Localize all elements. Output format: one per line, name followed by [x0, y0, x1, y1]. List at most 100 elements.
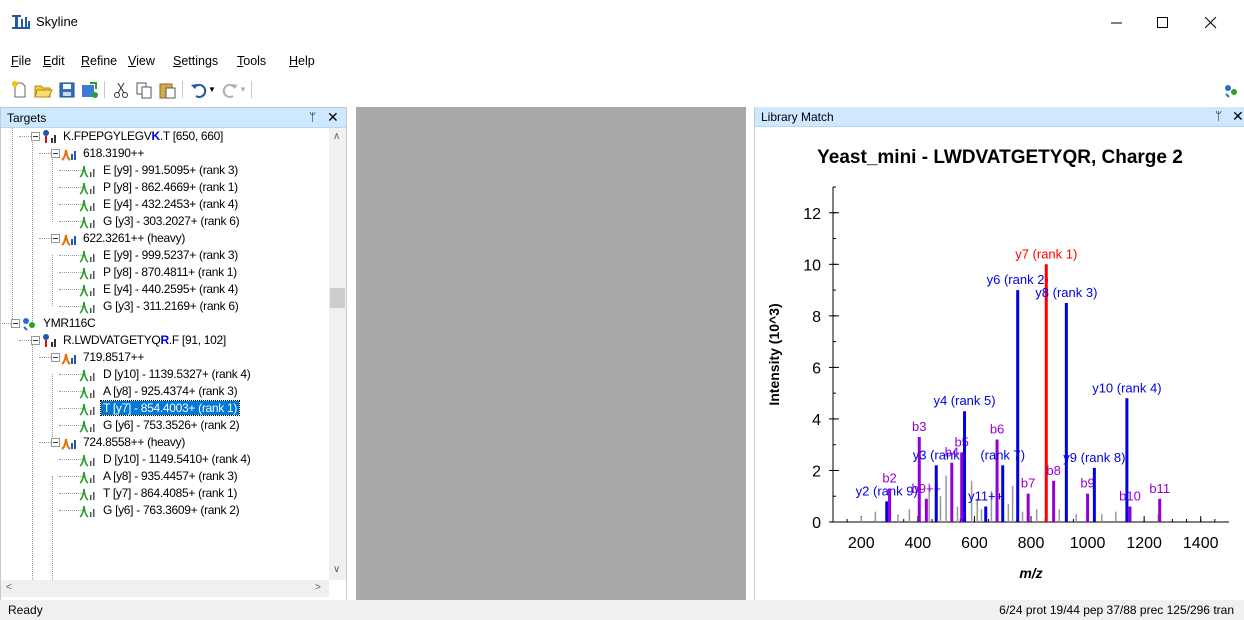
tree-node-transition[interactable]: E [y9] - 999.5237+ (rank 3): [1, 247, 329, 264]
cut-icon[interactable]: [111, 80, 131, 100]
save-icon[interactable]: [57, 80, 77, 100]
tree-node-precursor[interactable]: 719.8517++: [1, 349, 329, 366]
tree-node-transition[interactable]: G [y6] - 763.3609+ (rank 2): [1, 502, 329, 519]
protein-icon[interactable]: [1222, 80, 1242, 100]
tree-node-transition[interactable]: A [y8] - 925.4374+ (rank 3): [1, 383, 329, 400]
collapse-toggle-icon[interactable]: [51, 353, 60, 362]
scroll-up-icon[interactable]: ∧: [333, 131, 341, 142]
tree-node-transition[interactable]: G [y3] - 303.2027+ (rank 6): [1, 213, 329, 230]
tree-node-label[interactable]: A [y8] - 935.4457+ (rank 3): [103, 469, 238, 483]
tree-node-transition[interactable]: E [y4] - 440.2595+ (rank 4): [1, 281, 329, 298]
tree-node-transition[interactable]: D [y10] - 1139.5327+ (rank 4): [1, 366, 329, 383]
transition-icon: [79, 471, 95, 484]
tree-node-label[interactable]: D [y10] - 1149.5410+ (rank 4): [103, 452, 251, 466]
tree-node-precursor[interactable]: 618.3190++: [1, 145, 329, 162]
tree-node-label[interactable]: 618.3190++: [83, 146, 145, 160]
close-window-button[interactable]: [1188, 8, 1234, 38]
new-file-icon[interactable]: [10, 80, 30, 100]
minimize-button[interactable]: [1094, 8, 1140, 38]
tree-node-label[interactable]: E [y4] - 432.2453+ (rank 4): [103, 197, 238, 211]
tree-node-transition[interactable]: E [y4] - 432.2453+ (rank 4): [1, 196, 329, 213]
scrollbar-thumb[interactable]: [330, 288, 345, 308]
tree-node-label[interactable]: E [y9] - 999.5237+ (rank 3): [103, 248, 238, 262]
tree-node-label[interactable]: P [y8] - 870.4811+ (rank 1): [103, 265, 237, 279]
collapse-toggle-icon[interactable]: [11, 319, 20, 328]
undo-icon[interactable]: [189, 80, 209, 100]
tree-node-precursor[interactable]: 622.3261++ (heavy): [1, 230, 329, 247]
transition-icon: [79, 216, 95, 229]
menu-view[interactable]: View: [128, 54, 155, 68]
import-icon[interactable]: [80, 80, 100, 100]
tree-node-label[interactable]: G [y6] - 753.3526+ (rank 2): [103, 418, 240, 432]
spectrum-chart[interactable]: 200 400 600 800 1000 1200 1400 0 2 4 6 8 10 12 m/z Inte…: [755, 107, 1244, 603]
scroll-right-icon[interactable]: >: [315, 582, 321, 593]
tree-node-transition[interactable]: P [y8] - 862.4669+ (rank 1): [1, 179, 329, 196]
tree-node-transition[interactable]: T [y7] - 864.4085+ (rank 1): [1, 485, 329, 502]
tree-connector: [52, 476, 53, 580]
menu-settings[interactable]: Settings: [173, 54, 219, 68]
peak-label: y7 (rank 1): [1015, 246, 1077, 261]
maximize-icon: [1157, 17, 1168, 28]
tree-node-transition[interactable]: P [y8] - 870.4811+ (rank 1): [1, 264, 329, 281]
scroll-down-icon[interactable]: ∨: [333, 564, 341, 575]
tree-node-label[interactable]: YMR116C: [43, 316, 96, 330]
pin-icon[interactable]: ᛘ: [309, 110, 317, 124]
tree-node-precursor[interactable]: 724.8558++ (heavy): [1, 434, 329, 451]
library-match-title: Library Match: [761, 110, 834, 124]
tree-node-peptide[interactable]: K.FPEPGYLEGVK.T [650, 660]: [1, 128, 329, 145]
tree-node-label[interactable]: G [y3] - 303.2027+ (rank 6): [103, 214, 240, 228]
tree-node-label[interactable]: 724.8558++ (heavy): [83, 435, 186, 449]
collapse-toggle-icon[interactable]: [31, 336, 40, 345]
menu-refine[interactable]: Refine: [81, 54, 118, 68]
tree-node-peptide[interactable]: R.LWDVATGETYQR.F [91, 102]: [1, 332, 329, 349]
tree-node-label[interactable]: 622.3261++ (heavy): [83, 231, 186, 245]
title-bar: Skyline: [0, 0, 1244, 48]
transition-icon: [79, 420, 95, 433]
tree-node-transition[interactable]: A [y8] - 935.4457+ (rank 3): [1, 468, 329, 485]
tree-node-label[interactable]: R.LWDVATGETYQR.F [91, 102]: [63, 333, 226, 347]
peak-label: y9 (rank 8): [1063, 450, 1125, 465]
tree-node-label[interactable]: G [y6] - 763.3609+ (rank 2): [103, 503, 240, 517]
menu-file[interactable]: File: [11, 54, 32, 68]
horizontal-scrollbar[interactable]: < >: [1, 580, 329, 597]
scroll-left-icon[interactable]: <: [6, 582, 12, 593]
tree-node-label[interactable]: E [y4] - 440.2595+ (rank 4): [103, 282, 238, 296]
tree-node-label[interactable]: G [y3] - 311.2169+ (rank 6): [103, 299, 239, 313]
collapse-toggle-icon[interactable]: [31, 132, 40, 141]
toolbar-separator: [251, 81, 252, 98]
menu-tools[interactable]: Tools: [237, 54, 267, 68]
collapse-toggle-icon[interactable]: [51, 149, 60, 158]
tree-node-transition[interactable]: D [y10] - 1149.5410+ (rank 4): [1, 451, 329, 468]
close-panel-icon[interactable]: ✕: [327, 109, 339, 125]
undo-dropdown-icon[interactable]: ▼: [208, 85, 216, 94]
tree-node-label[interactable]: A [y8] - 925.4374+ (rank 3): [103, 384, 238, 398]
targets-tree[interactable]: K.FPEPGYLEGVK.T [650, 660] 618.3190++ E [y…: [1, 128, 329, 580]
tree-node-protein[interactable]: YMR116C: [1, 315, 329, 332]
targets-header: Targets ᛘ ✕: [1, 108, 346, 128]
pin-icon[interactable]: ᛘ: [1215, 109, 1223, 123]
tree-connector: [39, 357, 51, 358]
menu-edit[interactable]: Edit: [43, 54, 65, 68]
paste-icon[interactable]: [157, 80, 177, 100]
close-icon: [1205, 17, 1217, 29]
tree-node-label[interactable]: P [y8] - 862.4669+ (rank 1): [103, 180, 238, 194]
tree-node-transition[interactable]: E [y9] - 991.5095+ (rank 3): [1, 162, 329, 179]
maximize-button[interactable]: [1140, 8, 1186, 38]
tree-node-transition[interactable]: G [y6] - 753.3526+ (rank 2): [1, 417, 329, 434]
vertical-scrollbar[interactable]: ∧ ∨: [329, 128, 346, 580]
redo-icon[interactable]: [220, 80, 240, 100]
tree-node-label[interactable]: K.FPEPGYLEGVK.T [650, 660]: [63, 129, 224, 143]
tree-node-label[interactable]: T [y7] - 854.4003+ (rank 1): [99, 400, 241, 416]
collapse-toggle-icon[interactable]: [51, 438, 60, 447]
tree-node-transition[interactable]: T [y7] - 854.4003+ (rank 1): [1, 400, 329, 417]
copy-icon[interactable]: [134, 80, 154, 100]
tree-node-label[interactable]: 719.8517++: [83, 350, 145, 364]
tree-node-label[interactable]: D [y10] - 1139.5327+ (rank 4): [103, 367, 251, 381]
close-panel-icon[interactable]: ✕: [1232, 108, 1244, 124]
tree-node-transition[interactable]: G [y3] - 311.2169+ (rank 6): [1, 298, 329, 315]
tree-node-label[interactable]: E [y9] - 991.5095+ (rank 3): [103, 163, 238, 177]
menu-help[interactable]: Help: [289, 54, 315, 68]
tree-node-label[interactable]: T [y7] - 864.4085+ (rank 1): [103, 486, 238, 500]
open-folder-icon[interactable]: [33, 80, 53, 100]
collapse-toggle-icon[interactable]: [51, 234, 60, 243]
